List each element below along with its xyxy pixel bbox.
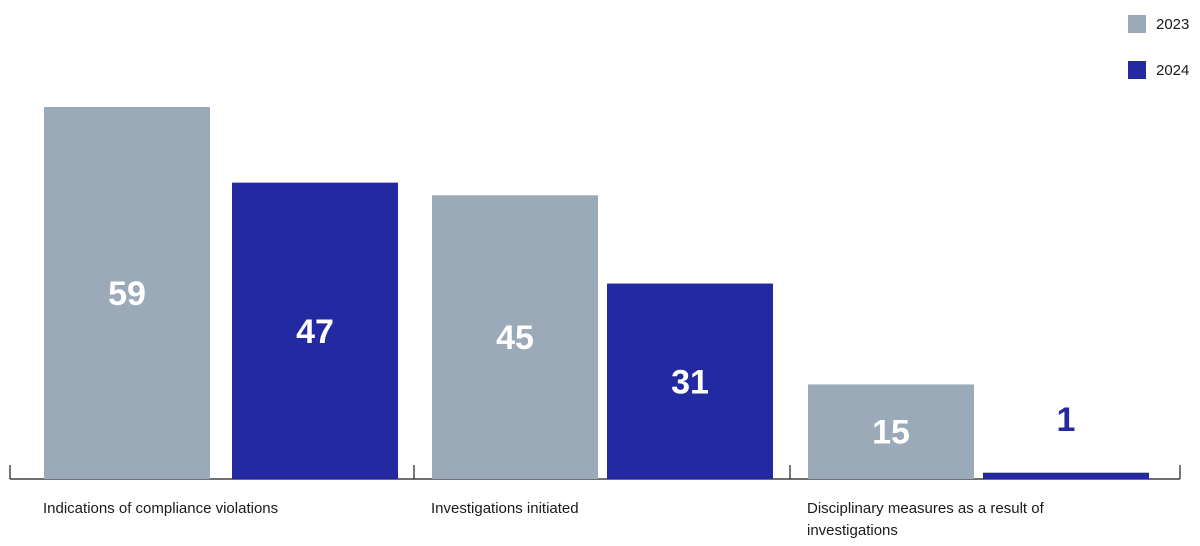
data-label-2023-0: 59 xyxy=(108,275,146,313)
bar-2023-2 xyxy=(808,384,974,479)
data-label-2023-2: 15 xyxy=(872,414,910,452)
legend: 2023 2024 xyxy=(1128,14,1189,106)
category-label-investigations-initiated: Investigations initiated xyxy=(431,500,579,517)
legend-label-2024: 2024 xyxy=(1156,61,1190,79)
bar-2023-0 xyxy=(44,107,210,479)
data-label-2024-2: 1 xyxy=(1057,401,1076,439)
category-label-disciplinary-measures: Disciplinary measures as a result of inv… xyxy=(807,500,1044,539)
data-label-2023-1: 45 xyxy=(496,319,534,357)
bar-2024-0 xyxy=(232,182,398,479)
legend-item-2023: 2023 xyxy=(1128,14,1189,34)
data-label-2024-0: 47 xyxy=(296,313,334,351)
category-label-compliance-violations: Indications of compliance violations xyxy=(43,500,279,517)
legend-item-2024: 2024 xyxy=(1128,60,1189,80)
legend-swatch-2023 xyxy=(1128,15,1146,33)
bar-2024-2 xyxy=(983,472,1149,479)
bar-2024-1 xyxy=(607,283,773,479)
bar-2023-1 xyxy=(432,195,598,479)
data-label-2024-1: 31 xyxy=(671,363,709,401)
legend-swatch-2024 xyxy=(1128,61,1146,79)
legend-label-2023: 2023 xyxy=(1156,15,1190,33)
